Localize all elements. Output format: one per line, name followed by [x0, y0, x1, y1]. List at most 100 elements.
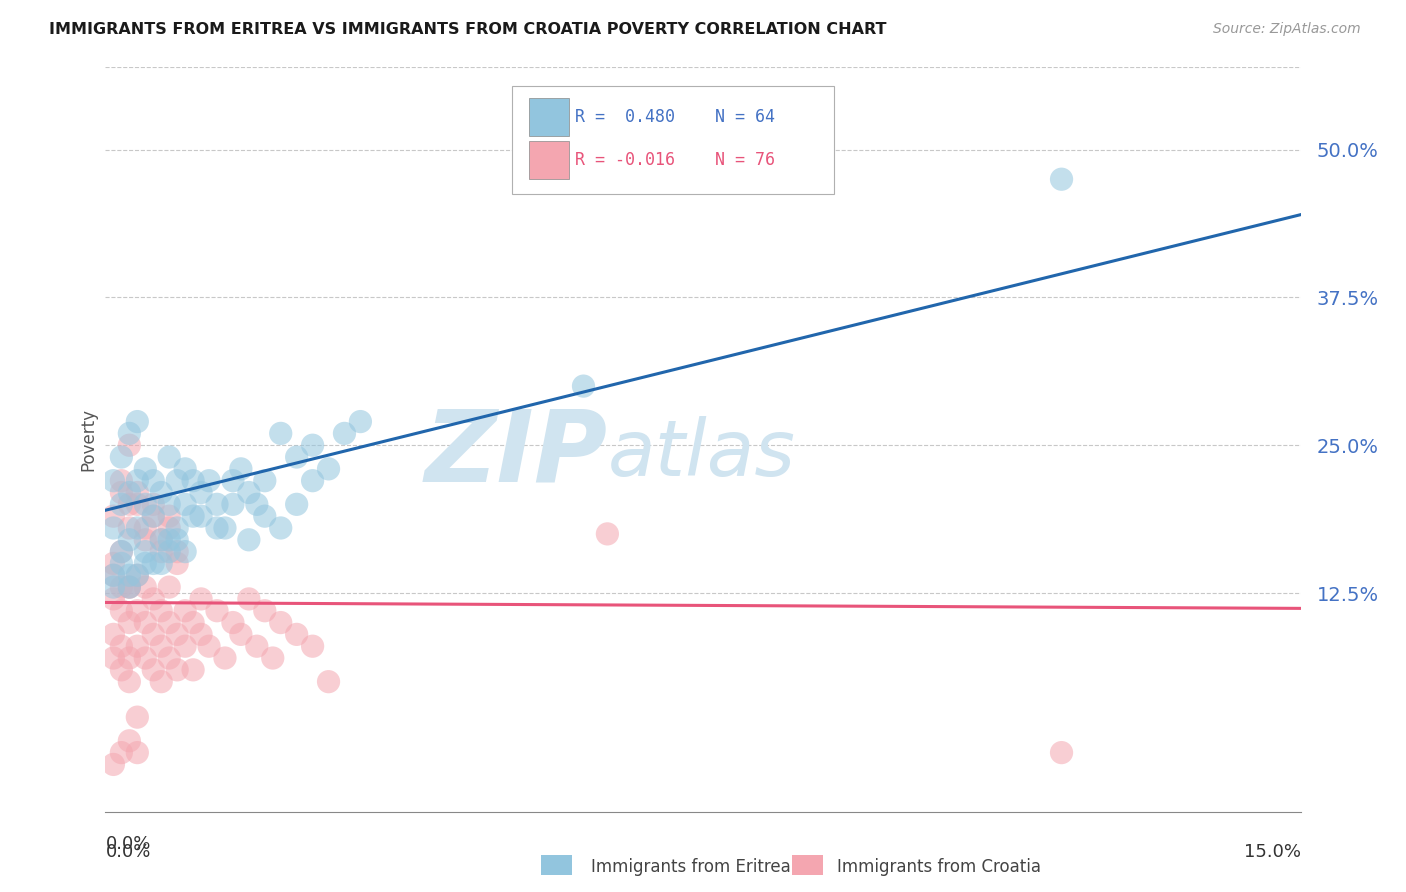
- Point: [150, 674, 173, 689]
- Point: [134, 497, 156, 511]
- Text: atlas: atlas: [607, 417, 796, 492]
- Point: [110, 557, 132, 571]
- Point: [134, 557, 156, 571]
- Point: [110, 580, 132, 594]
- Point: [134, 521, 156, 535]
- Point: [157, 615, 180, 630]
- Point: [110, 604, 132, 618]
- Point: [110, 663, 132, 677]
- Point: [238, 533, 260, 547]
- Point: [142, 557, 165, 571]
- Point: [157, 497, 180, 511]
- Point: [142, 663, 165, 677]
- Point: [127, 639, 149, 653]
- Point: [166, 544, 188, 558]
- Point: [118, 497, 141, 511]
- Point: [229, 627, 252, 641]
- Point: [198, 639, 221, 653]
- Point: [181, 474, 204, 488]
- Point: [198, 474, 221, 488]
- Point: [285, 497, 308, 511]
- Point: [110, 544, 132, 558]
- Point: [127, 746, 149, 760]
- FancyBboxPatch shape: [529, 141, 569, 178]
- Point: [301, 474, 323, 488]
- Point: [103, 591, 125, 606]
- Point: [110, 485, 132, 500]
- Point: [127, 497, 149, 511]
- Point: [134, 651, 156, 665]
- Point: [118, 426, 141, 441]
- Point: [333, 426, 356, 441]
- Point: [103, 580, 125, 594]
- Point: [150, 533, 173, 547]
- Point: [238, 485, 260, 500]
- Point: [142, 497, 165, 511]
- Point: [166, 533, 188, 547]
- Point: [127, 474, 149, 488]
- Point: [229, 462, 252, 476]
- Point: [270, 521, 292, 535]
- Point: [118, 580, 141, 594]
- Point: [174, 544, 197, 558]
- Point: [174, 604, 197, 618]
- Point: [246, 639, 269, 653]
- Point: [134, 544, 156, 558]
- Point: [246, 497, 269, 511]
- Point: [238, 591, 260, 606]
- Point: [118, 580, 141, 594]
- Point: [157, 651, 180, 665]
- Point: [253, 509, 276, 524]
- Point: [110, 639, 132, 653]
- Text: Immigrants from Croatia: Immigrants from Croatia: [837, 858, 1040, 876]
- Point: [110, 544, 132, 558]
- Point: [166, 627, 188, 641]
- Point: [142, 509, 165, 524]
- Point: [572, 379, 595, 393]
- Point: [134, 533, 156, 547]
- Point: [253, 474, 276, 488]
- Point: [157, 521, 180, 535]
- Point: [1050, 172, 1073, 186]
- Point: [174, 497, 197, 511]
- Point: [118, 521, 141, 535]
- Point: [103, 568, 125, 582]
- Text: 15.0%: 15.0%: [1243, 843, 1301, 861]
- Text: 0.0%: 0.0%: [105, 843, 150, 861]
- Point: [285, 450, 308, 464]
- Point: [166, 557, 188, 571]
- Point: [134, 462, 156, 476]
- Point: [142, 627, 165, 641]
- Point: [181, 615, 204, 630]
- Point: [118, 438, 141, 452]
- Point: [142, 474, 165, 488]
- Point: [157, 580, 180, 594]
- Point: [127, 710, 149, 724]
- Point: [118, 485, 141, 500]
- Point: [222, 497, 245, 511]
- FancyBboxPatch shape: [529, 98, 569, 136]
- Point: [110, 450, 132, 464]
- Point: [301, 438, 323, 452]
- Point: [103, 474, 125, 488]
- Point: [157, 533, 180, 547]
- Point: [157, 509, 180, 524]
- Point: [118, 651, 141, 665]
- Point: [1050, 746, 1073, 760]
- Point: [150, 604, 173, 618]
- Point: [318, 462, 340, 476]
- Point: [205, 521, 228, 535]
- Point: [118, 568, 141, 582]
- Point: [118, 733, 141, 747]
- Point: [181, 663, 204, 677]
- Text: 0.0%: 0.0%: [105, 836, 150, 854]
- Point: [205, 497, 228, 511]
- Point: [110, 746, 132, 760]
- Point: [157, 544, 180, 558]
- Point: [103, 627, 125, 641]
- Point: [270, 615, 292, 630]
- Point: [190, 485, 212, 500]
- Point: [190, 627, 212, 641]
- Point: [150, 639, 173, 653]
- Point: [150, 533, 173, 547]
